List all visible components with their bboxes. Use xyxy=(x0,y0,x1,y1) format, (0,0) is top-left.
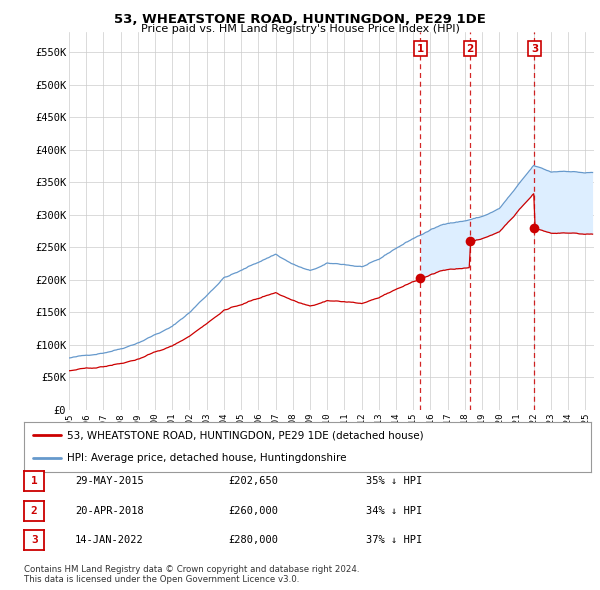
Text: 3: 3 xyxy=(31,536,38,545)
Text: 37% ↓ HPI: 37% ↓ HPI xyxy=(366,536,422,545)
Text: 20-APR-2018: 20-APR-2018 xyxy=(75,506,144,516)
Text: 1: 1 xyxy=(31,477,38,486)
Text: 3: 3 xyxy=(531,44,538,54)
Text: 35% ↓ HPI: 35% ↓ HPI xyxy=(366,477,422,486)
Text: 2: 2 xyxy=(31,506,38,516)
Text: 53, WHEATSTONE ROAD, HUNTINGDON, PE29 1DE: 53, WHEATSTONE ROAD, HUNTINGDON, PE29 1D… xyxy=(114,13,486,26)
Text: Price paid vs. HM Land Registry's House Price Index (HPI): Price paid vs. HM Land Registry's House … xyxy=(140,24,460,34)
Text: 1: 1 xyxy=(416,44,424,54)
Text: £280,000: £280,000 xyxy=(228,536,278,545)
Text: £202,650: £202,650 xyxy=(228,477,278,486)
Text: HPI: Average price, detached house, Huntingdonshire: HPI: Average price, detached house, Hunt… xyxy=(67,454,346,464)
Text: 2: 2 xyxy=(466,44,473,54)
Text: Contains HM Land Registry data © Crown copyright and database right 2024.
This d: Contains HM Land Registry data © Crown c… xyxy=(24,565,359,584)
Text: 53, WHEATSTONE ROAD, HUNTINGDON, PE29 1DE (detached house): 53, WHEATSTONE ROAD, HUNTINGDON, PE29 1D… xyxy=(67,430,423,440)
Text: 14-JAN-2022: 14-JAN-2022 xyxy=(75,536,144,545)
Text: 34% ↓ HPI: 34% ↓ HPI xyxy=(366,506,422,516)
Text: £260,000: £260,000 xyxy=(228,506,278,516)
Text: 29-MAY-2015: 29-MAY-2015 xyxy=(75,477,144,486)
